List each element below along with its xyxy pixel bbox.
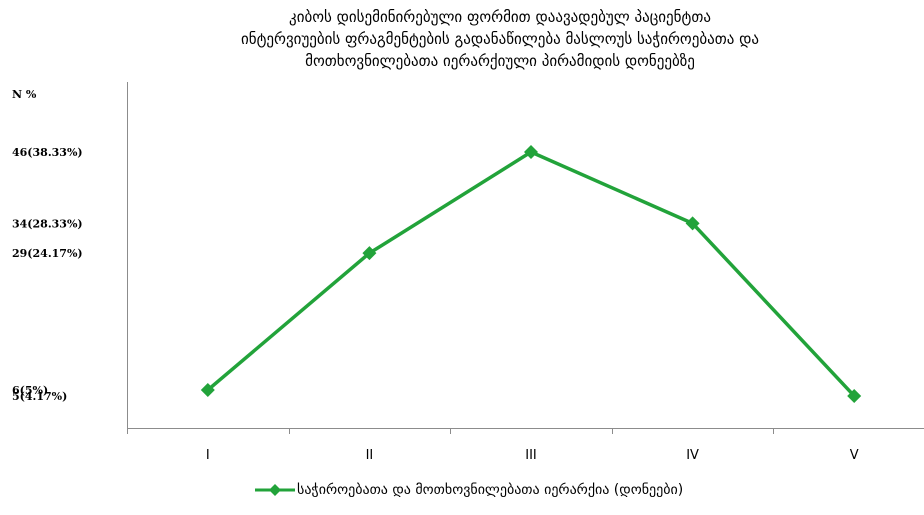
y-tick-label: 46(38.33%) [12, 146, 83, 159]
chart-title-line: ინტერვიუების ფრაგმენტების გადანაწილება მ… [241, 30, 759, 48]
legend-label: საჭიროებათა და მოთხოვნილებათა იერარქია (… [297, 482, 684, 498]
x-tick-label: II [366, 448, 374, 463]
x-tick-label: III [525, 448, 537, 463]
y-tick-label: 6(5%) [12, 384, 48, 397]
data-point-marker [200, 383, 215, 397]
y-axis-label: N % [12, 88, 37, 101]
legend-line-marker-icon [255, 484, 295, 496]
x-tick-label: I [206, 448, 210, 463]
legend: საჭიროებათა და მოთხოვნილებათა იერარქია (… [255, 482, 683, 498]
series-line [206, 150, 856, 398]
chart-title-line: კიბოს დისემინირებული ფორმით დაავადებულ პ… [289, 8, 711, 26]
chart-title: კიბოს დისემინირებული ფორმით დაავადებულ პ… [150, 6, 850, 72]
x-tick-label: IV [686, 448, 699, 463]
data-point-marker [685, 216, 700, 231]
data-point-marker [524, 145, 538, 159]
data-point-marker [362, 246, 377, 261]
x-tick-label: V [850, 448, 859, 463]
y-tick-label: 5(4.17%) [12, 390, 67, 403]
y-tick-label: 34(28.33%) [12, 217, 83, 230]
data-point-marker [847, 388, 862, 403]
y-tick-label: 29(24.17%) [12, 247, 83, 260]
chart-title-line: მოთხოვნილებათა იერარქიული პირამიდის დონე… [305, 52, 695, 70]
